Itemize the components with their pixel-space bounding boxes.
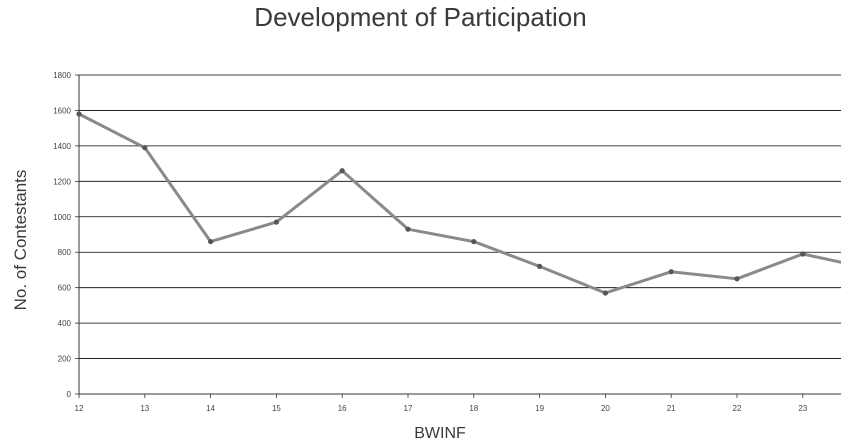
- data-point: [734, 276, 740, 282]
- x-tick-label: 12: [75, 404, 84, 413]
- x-tick-label: 21: [667, 404, 676, 413]
- data-point: [208, 238, 214, 245]
- y-tick-label: 1800: [53, 71, 71, 80]
- x-tick-label: 14: [206, 404, 215, 413]
- y-tick-label: 1200: [53, 177, 71, 186]
- data-point: [471, 238, 477, 245]
- y-tick-label: 1000: [53, 213, 71, 222]
- data-point: [76, 111, 82, 117]
- data-point: [339, 168, 345, 174]
- y-tick-label: 200: [58, 355, 72, 364]
- x-tick-label: 19: [535, 404, 544, 413]
- data-point: [142, 145, 148, 151]
- y-tick-label: 800: [58, 248, 72, 257]
- x-tick-label: 13: [140, 404, 149, 413]
- data-point: [668, 269, 674, 275]
- x-tick-label: 17: [404, 404, 413, 413]
- data-point: [537, 263, 543, 269]
- y-tick-label: 400: [58, 319, 72, 328]
- data-point: [602, 290, 609, 296]
- x-tick-label: 22: [733, 404, 742, 413]
- x-tick-label: 20: [601, 404, 610, 413]
- x-tick-label: 16: [338, 404, 347, 413]
- x-tick-label: 18: [469, 404, 478, 413]
- y-tick-label: 600: [58, 284, 72, 293]
- series-line: [78, 112, 841, 295]
- y-tick-label: 1400: [53, 142, 71, 151]
- data-point: [405, 226, 411, 232]
- x-axis-label: BWINF: [414, 425, 466, 442]
- y-tick-label: 0: [67, 390, 72, 399]
- y-tick-label: 1600: [53, 106, 71, 115]
- data-point: [273, 219, 279, 225]
- x-tick-label: 15: [272, 404, 281, 413]
- data-point: [800, 251, 806, 257]
- x-tick-label: 23: [798, 404, 807, 413]
- chart-title: Development of Participation: [254, 2, 587, 32]
